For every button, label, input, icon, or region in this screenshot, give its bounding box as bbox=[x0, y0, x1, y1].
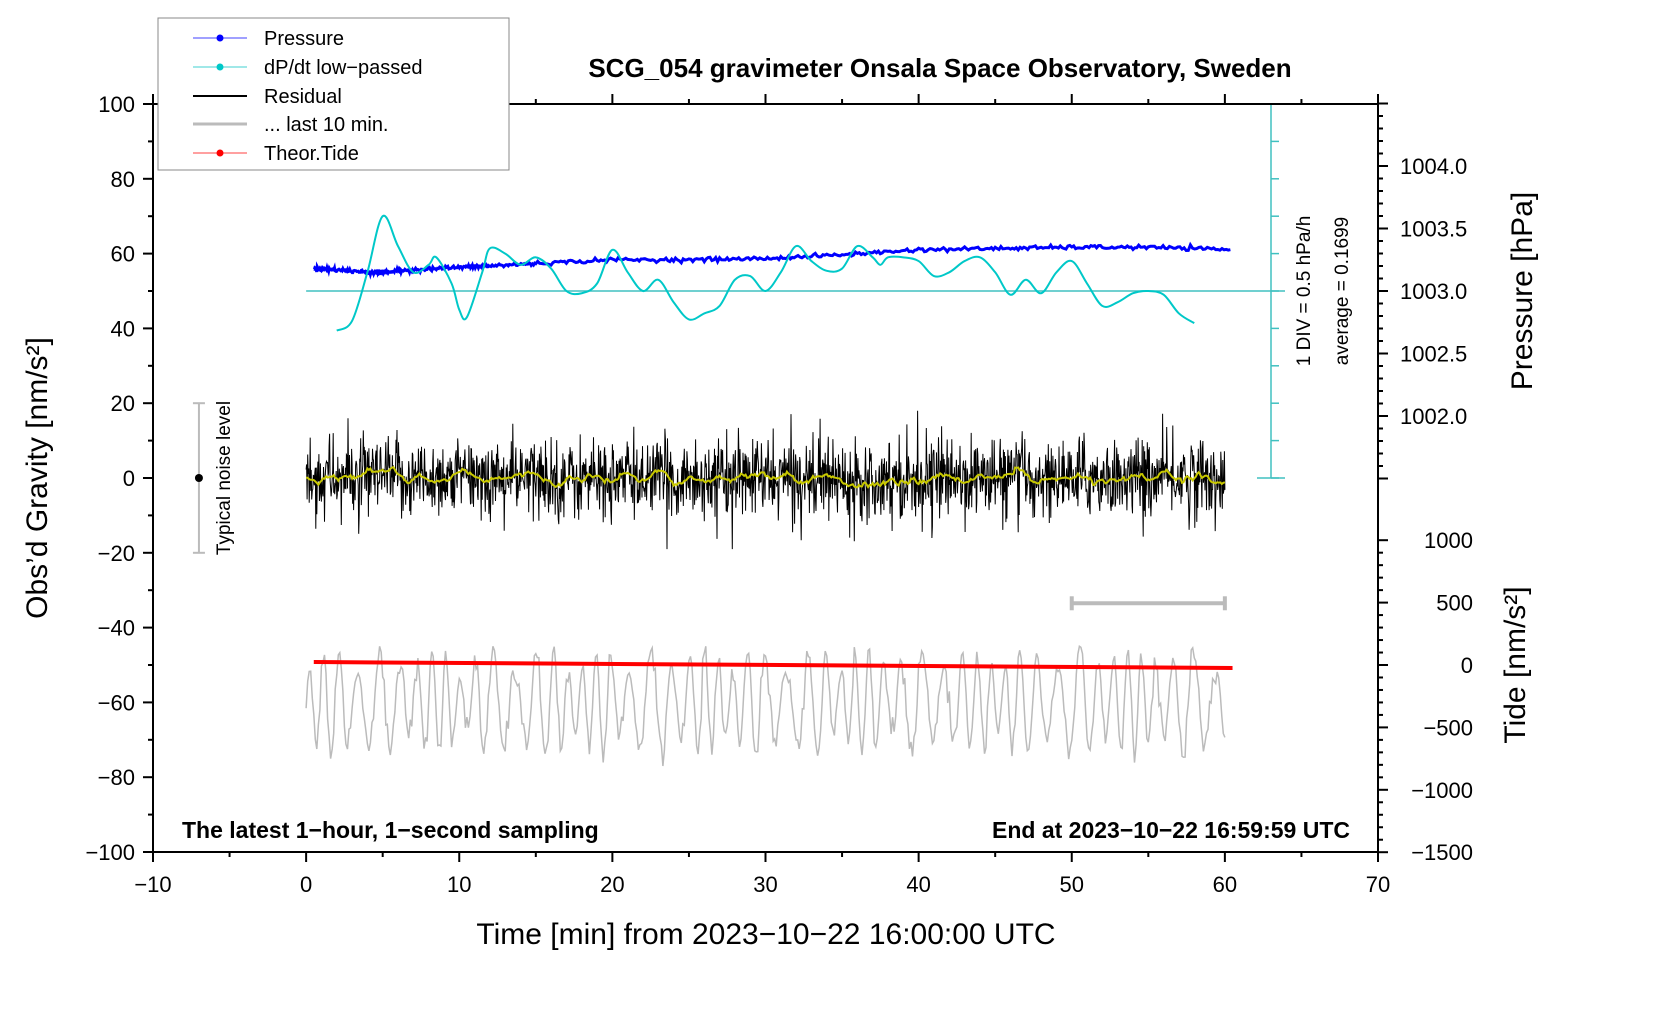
last10-series-line bbox=[305, 644, 1226, 767]
sampling-note: The latest 1−hour, 1−second sampling bbox=[182, 817, 599, 843]
legend-box bbox=[157, 17, 510, 171]
pressure-series-line bbox=[312, 241, 1231, 280]
pressure-tick-label: 1002.5 bbox=[1400, 342, 1467, 367]
y-axis-pressure-label: Pressure [hPa] bbox=[1506, 192, 1539, 390]
tide-tick-label: 0 bbox=[1461, 653, 1473, 678]
div-label: 1 DIV = 0.5 hPa/h bbox=[1294, 216, 1315, 367]
noise-level-label: Typical noise level bbox=[214, 401, 235, 555]
x-tick-label: 40 bbox=[906, 872, 930, 897]
x-tick-label: 50 bbox=[1060, 872, 1084, 897]
dpdt-series-line bbox=[336, 214, 1195, 332]
noise-level-dot bbox=[194, 474, 203, 482]
y-axis-left-label: Obs’d Gravity [nm/s²] bbox=[21, 337, 54, 619]
legend-dpdt: dP/dt low−passed bbox=[264, 57, 422, 79]
pressure-tick-label: 1003.0 bbox=[1400, 279, 1467, 304]
y-left-tick-label: 100 bbox=[98, 92, 135, 117]
x-tick-label: 0 bbox=[300, 872, 312, 897]
y-left-tick-label: 60 bbox=[111, 242, 135, 267]
legend-tide: Theor.Tide bbox=[264, 143, 359, 165]
legend-pressure-marker bbox=[216, 34, 224, 42]
legend-residual: Residual bbox=[264, 86, 342, 108]
x-tick-label: 30 bbox=[753, 872, 777, 897]
y-left-tick-label: 80 bbox=[111, 167, 135, 192]
residual-series-line bbox=[305, 410, 1226, 550]
legend-tide-marker bbox=[216, 149, 224, 157]
plot-area bbox=[192, 103, 1285, 767]
tide-tick-label: 1000 bbox=[1424, 528, 1473, 553]
y-left-tick-label: −100 bbox=[85, 840, 135, 865]
legend-dpdt-marker bbox=[216, 63, 224, 71]
x-tick-label: 60 bbox=[1213, 872, 1237, 897]
y-left-tick-label: −60 bbox=[98, 690, 135, 715]
x-tick-label: 70 bbox=[1366, 872, 1390, 897]
tide-tick-label: 500 bbox=[1436, 591, 1473, 616]
y-left-tick-label: −80 bbox=[98, 765, 135, 790]
tide-tick-label: −1500 bbox=[1411, 840, 1473, 865]
chart-title: SCG_054 gravimeter Onsala Space Observat… bbox=[588, 53, 1291, 83]
y-left-tick-label: 20 bbox=[111, 391, 135, 416]
x-tick-label: 10 bbox=[447, 872, 471, 897]
legend-last10: ... last 10 min. bbox=[264, 114, 389, 136]
legend-pressure: Pressure bbox=[264, 28, 344, 50]
residual-smoothed-line bbox=[306, 465, 1226, 489]
y-left-tick-label: −20 bbox=[98, 541, 135, 566]
tide-tick-label: −1000 bbox=[1411, 778, 1473, 803]
pressure-tick-label: 1003.5 bbox=[1400, 217, 1467, 242]
tide-tick-label: −500 bbox=[1423, 715, 1473, 740]
y-left-tick-label: 0 bbox=[123, 466, 135, 491]
y-left-tick-label: 40 bbox=[111, 316, 135, 341]
tide-series-line bbox=[313, 660, 1233, 670]
pressure-tick-label: 1004.0 bbox=[1400, 154, 1467, 179]
y-axis-tide-label: Tide [nm/s²] bbox=[1499, 586, 1532, 743]
end-time-note: End at 2023−10−22 16:59:59 UTC bbox=[992, 817, 1350, 843]
x-axis-label: Time [min] from 2023−10−22 16:00:00 UTC bbox=[476, 918, 1055, 951]
axes: −10 0 10 20 30 40 50 60 70100806040200−20−40−60−… bbox=[85, 92, 1473, 897]
legend: Pressure dP/dt low−passed Residual ... l… bbox=[157, 17, 510, 171]
x-tick-label: −10 bbox=[134, 872, 171, 897]
average-label: average = 0.1699 bbox=[1332, 217, 1353, 365]
x-tick-label: 20 bbox=[600, 872, 624, 897]
y-left-tick-label: −40 bbox=[98, 616, 135, 641]
pressure-tick-label: 1002.0 bbox=[1400, 404, 1467, 429]
